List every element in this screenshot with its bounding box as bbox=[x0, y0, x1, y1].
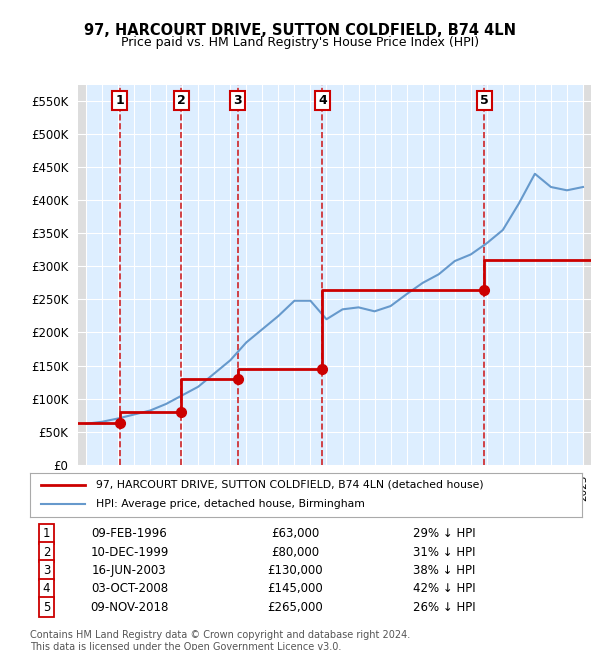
Text: £265,000: £265,000 bbox=[267, 601, 323, 614]
Text: 09-FEB-1996: 09-FEB-1996 bbox=[91, 527, 167, 540]
Text: 2: 2 bbox=[177, 94, 186, 107]
Text: 29% ↓ HPI: 29% ↓ HPI bbox=[413, 527, 475, 540]
Text: 5: 5 bbox=[480, 94, 489, 107]
Text: 38% ↓ HPI: 38% ↓ HPI bbox=[413, 564, 475, 577]
Text: 26% ↓ HPI: 26% ↓ HPI bbox=[413, 601, 475, 614]
Text: 1: 1 bbox=[115, 94, 124, 107]
Text: Price paid vs. HM Land Registry's House Price Index (HPI): Price paid vs. HM Land Registry's House … bbox=[121, 36, 479, 49]
Text: 42% ↓ HPI: 42% ↓ HPI bbox=[413, 582, 475, 595]
Text: HPI: Average price, detached house, Birmingham: HPI: Average price, detached house, Birm… bbox=[96, 499, 365, 510]
Text: £145,000: £145,000 bbox=[267, 582, 323, 595]
Bar bbox=[78, 84, 86, 465]
Text: 97, HARCOURT DRIVE, SUTTON COLDFIELD, B74 4LN (detached house): 97, HARCOURT DRIVE, SUTTON COLDFIELD, B7… bbox=[96, 480, 484, 490]
Text: Contains HM Land Registry data © Crown copyright and database right 2024.
This d: Contains HM Land Registry data © Crown c… bbox=[30, 630, 410, 650]
Text: 4: 4 bbox=[318, 94, 327, 107]
Text: 10-DEC-1999: 10-DEC-1999 bbox=[90, 545, 169, 558]
Text: 97, HARCOURT DRIVE, SUTTON COLDFIELD, B74 4LN: 97, HARCOURT DRIVE, SUTTON COLDFIELD, B7… bbox=[84, 23, 516, 38]
Text: 03-OCT-2008: 03-OCT-2008 bbox=[91, 582, 168, 595]
Text: 1: 1 bbox=[43, 527, 50, 540]
Text: 09-NOV-2018: 09-NOV-2018 bbox=[90, 601, 169, 614]
Text: 3: 3 bbox=[233, 94, 242, 107]
Text: 16-JUN-2003: 16-JUN-2003 bbox=[92, 564, 167, 577]
Text: 4: 4 bbox=[43, 582, 50, 595]
Text: £80,000: £80,000 bbox=[271, 545, 319, 558]
Text: 5: 5 bbox=[43, 601, 50, 614]
Text: 2: 2 bbox=[43, 545, 50, 558]
Text: 3: 3 bbox=[43, 564, 50, 577]
Text: £63,000: £63,000 bbox=[271, 527, 319, 540]
Text: 31% ↓ HPI: 31% ↓ HPI bbox=[413, 545, 475, 558]
Bar bbox=[583, 84, 591, 465]
Text: £130,000: £130,000 bbox=[267, 564, 323, 577]
